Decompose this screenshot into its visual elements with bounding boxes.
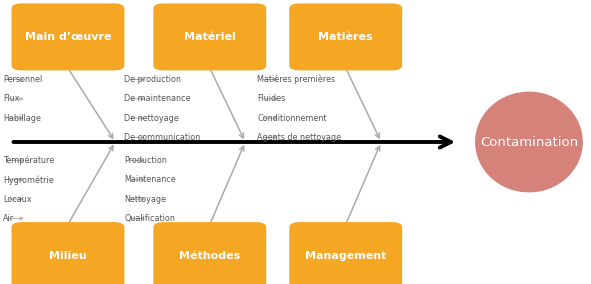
FancyBboxPatch shape xyxy=(153,222,266,284)
Text: Habillage: Habillage xyxy=(3,114,41,123)
Text: Hygrométrie: Hygrométrie xyxy=(3,175,54,185)
Text: Air: Air xyxy=(3,214,14,223)
Text: Matières: Matières xyxy=(319,32,373,42)
Text: Conditionnement: Conditionnement xyxy=(257,114,327,123)
FancyBboxPatch shape xyxy=(12,3,125,70)
Text: Main d’œuvre: Main d’œuvre xyxy=(25,32,111,42)
Text: De maintenance: De maintenance xyxy=(124,94,191,103)
Text: Température: Température xyxy=(3,156,54,165)
Text: Milieu: Milieu xyxy=(49,250,87,261)
Text: Qualification: Qualification xyxy=(124,214,175,223)
FancyBboxPatch shape xyxy=(153,3,266,70)
Text: Matières premières: Matières premières xyxy=(257,75,335,84)
FancyBboxPatch shape xyxy=(289,3,402,70)
Text: Fluides: Fluides xyxy=(257,94,285,103)
Text: Nettoyage: Nettoyage xyxy=(124,195,166,204)
Text: Personnel: Personnel xyxy=(3,75,42,84)
Text: De production: De production xyxy=(124,75,181,84)
Text: Méthodes: Méthodes xyxy=(179,250,241,261)
Text: Management: Management xyxy=(305,250,387,261)
Text: Agents de nettoyage: Agents de nettoyage xyxy=(257,133,341,142)
Text: De communication: De communication xyxy=(124,133,200,142)
Ellipse shape xyxy=(476,92,582,192)
FancyBboxPatch shape xyxy=(12,222,125,284)
FancyBboxPatch shape xyxy=(289,222,402,284)
Text: Flux: Flux xyxy=(3,94,20,103)
Text: Maintenance: Maintenance xyxy=(124,175,176,184)
Text: De nettoyage: De nettoyage xyxy=(124,114,179,123)
Text: Production: Production xyxy=(124,156,167,165)
Text: Locaux: Locaux xyxy=(3,195,31,204)
Text: Contamination: Contamination xyxy=(480,135,578,149)
Text: Matériel: Matériel xyxy=(184,32,236,42)
